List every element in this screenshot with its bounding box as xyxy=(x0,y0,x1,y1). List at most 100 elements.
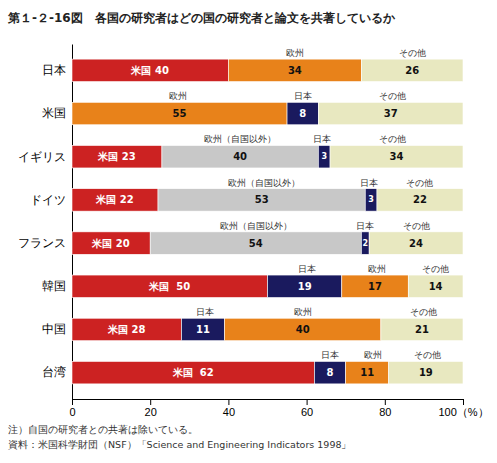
y-tick-label: 台湾 xyxy=(42,365,66,379)
data-label: 17 xyxy=(368,281,382,292)
x-tick-label: 100（%） xyxy=(438,406,488,418)
y-tick-label: ドイツ xyxy=(30,193,66,207)
data-label: 3 xyxy=(368,195,374,204)
labels: 米国 403426欧州その他55837欧州日本その他米国 2340334欧州（自… xyxy=(91,48,449,378)
annotation: その他 xyxy=(410,307,437,317)
x-tick-mark xyxy=(228,399,229,405)
bar-segment xyxy=(342,275,408,297)
x-tick-label: 40 xyxy=(223,406,235,418)
x-tick: 20 xyxy=(145,399,157,418)
y-tick: フランス xyxy=(18,236,72,250)
data-label: 米国 62 xyxy=(172,367,214,378)
y-tick: イギリス xyxy=(18,150,72,164)
annotation: 欧州 xyxy=(368,264,386,274)
data-label: 22 xyxy=(413,194,427,205)
data-label: 2 xyxy=(362,239,368,248)
x-tick-mark xyxy=(385,399,386,405)
annotation: 欧州 xyxy=(286,48,304,58)
data-label: 24 xyxy=(409,238,423,249)
bar-segment xyxy=(377,189,463,211)
note: 資料：米国科学財団（NSF）「Science and Engineering I… xyxy=(8,439,352,450)
annotation: その他 xyxy=(403,221,430,231)
annotation: その他 xyxy=(399,48,426,58)
data-label: 米国 50 xyxy=(148,281,190,292)
bar-segment xyxy=(365,189,377,211)
data-label: 40 xyxy=(233,151,247,162)
title: 第１-２-16図 各国の研究者はどの国の研究者と論文を共著しているか xyxy=(7,11,396,25)
x-tick-label: 20 xyxy=(145,406,157,418)
data-label: 21 xyxy=(415,324,429,335)
y-tick: 中国 xyxy=(42,322,72,336)
data-label: 11 xyxy=(360,367,374,378)
bar-segment xyxy=(330,145,463,167)
annotation: 欧州（自国以外） xyxy=(220,221,292,231)
annotation: 日本 xyxy=(196,307,214,317)
bar-segment xyxy=(318,102,463,124)
data-label: 26 xyxy=(405,65,419,76)
x-axis: 0 20 40 60 80 100（%） xyxy=(69,399,488,418)
data-label: 8 xyxy=(327,367,334,378)
data-label: 米国 22 xyxy=(95,194,133,205)
data-label: 34 xyxy=(288,65,302,76)
y-tick-label: フランス xyxy=(18,236,66,250)
x-tick-mark xyxy=(463,399,464,405)
data-label: 40 xyxy=(296,324,310,335)
y-axis-line xyxy=(72,45,73,400)
annotation: 日本 xyxy=(356,221,374,231)
y-tick: 日本 xyxy=(42,63,72,77)
bar-segment xyxy=(72,102,287,124)
data-label: 19 xyxy=(298,281,312,292)
annotation: 日本 xyxy=(298,264,316,274)
y-tick-label: 韓国 xyxy=(42,279,66,293)
data-label: 8 xyxy=(299,108,306,119)
bar-segment xyxy=(287,102,318,124)
x-tick-label: 0 xyxy=(69,406,75,418)
y-tick-label: 米国 xyxy=(42,106,66,120)
bar-segment xyxy=(162,145,318,167)
y-tick: 台湾 xyxy=(42,365,72,379)
y-tick: 米国 xyxy=(42,106,72,120)
x-tick: 100（%） xyxy=(438,399,488,418)
x-tick-mark xyxy=(72,399,73,405)
data-label: 53 xyxy=(255,194,269,205)
annotation: 日本 xyxy=(294,91,312,101)
annotation: 欧州（自国以外） xyxy=(228,178,300,188)
bar-segment xyxy=(72,232,150,254)
data-label: 米国 28 xyxy=(107,324,145,335)
bar-segment xyxy=(72,275,268,297)
bar-segment xyxy=(361,59,463,81)
annotation: 日本 xyxy=(313,134,331,144)
bar-segment xyxy=(150,232,361,254)
data-label: 米国 20 xyxy=(91,238,129,249)
bar-segment xyxy=(224,318,380,340)
x-axis-line xyxy=(73,400,464,406)
data-label: 米国 40 xyxy=(130,65,168,76)
annotation: その他 xyxy=(406,178,433,188)
x-tick: 0 xyxy=(69,399,75,418)
annotation: 欧州 xyxy=(364,350,382,360)
chart: 第１-２-16図 各国の研究者はどの国の研究者と論文を共著しているか 0 20 40 6… xyxy=(0,0,497,463)
x-tick-label: 60 xyxy=(301,406,313,418)
bar-segment xyxy=(314,361,345,383)
bar-segment xyxy=(381,318,463,340)
bar-segment xyxy=(361,232,369,254)
annotation: その他 xyxy=(379,134,406,144)
bar-segment xyxy=(158,189,365,211)
y-tick: ドイツ xyxy=(30,193,72,207)
annotation: 欧州 xyxy=(169,91,187,101)
bar-segment xyxy=(72,59,228,81)
data-label: 11 xyxy=(196,324,210,335)
y-axis: 日本米国イギリスドイツフランス韓国中国台湾 xyxy=(18,45,73,400)
bar-segment xyxy=(318,145,330,167)
data-label: 55 xyxy=(173,108,187,119)
x-tick-label: 80 xyxy=(379,406,391,418)
data-label: 14 xyxy=(429,281,443,292)
bar-segment xyxy=(346,361,389,383)
note: 注）自国の研究者との共著は除いている。 xyxy=(8,424,198,435)
x-tick-mark xyxy=(150,399,151,405)
data-label: 37 xyxy=(384,108,398,119)
y-tick-label: イギリス xyxy=(18,150,66,164)
x-tick: 80 xyxy=(379,399,391,418)
annotation: 日本 xyxy=(360,178,378,188)
annotation: 欧州（自国以外） xyxy=(204,134,276,144)
